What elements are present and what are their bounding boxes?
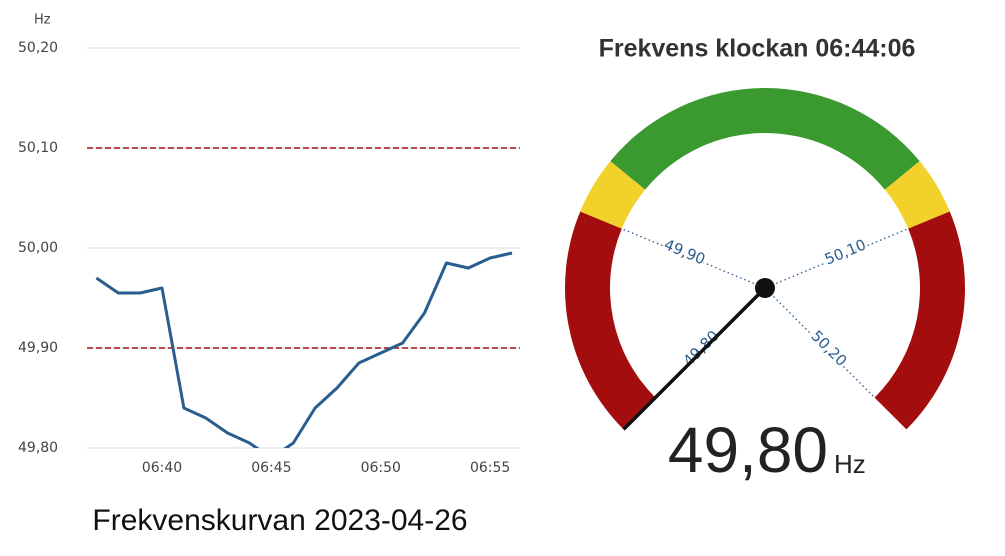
y-tick-label: 49,90 <box>18 340 58 356</box>
x-tick-label: 06:45 <box>251 460 291 476</box>
y-axis-label: Hz <box>34 13 51 28</box>
gauge-tick-line <box>621 228 755 285</box>
gauge-band <box>884 161 950 229</box>
gauge-needle <box>622 286 767 431</box>
y-tick-label: 49,80 <box>18 440 58 456</box>
caption: Frekvenskurvan 2023-04-26 <box>92 504 467 537</box>
gauge-value: 49,80 <box>668 414 828 486</box>
gauge-tick-line <box>773 296 876 399</box>
data-line <box>95 251 513 448</box>
gauge-tick-label: 50,20 <box>807 327 850 370</box>
gauge-band <box>874 211 965 430</box>
x-tick-label: 06:55 <box>470 460 510 476</box>
y-tick-label: 50,10 <box>18 140 58 156</box>
gauge-title: Frekvens klockan 06:44:06 <box>599 35 916 63</box>
gauge-band <box>610 87 920 190</box>
gauge-tick-label: 50,10 <box>822 235 869 268</box>
gauge-tick-label: 49,90 <box>661 235 708 268</box>
gauge-band <box>580 161 646 229</box>
gauge-unit: Hz <box>834 449 866 479</box>
gauge-band <box>565 211 656 430</box>
gauge-hub <box>755 278 775 298</box>
x-tick-label: 06:50 <box>361 460 401 476</box>
y-tick-label: 50,20 <box>18 40 58 56</box>
y-tick-label: 50,00 <box>18 240 58 256</box>
x-tick-label: 06:40 <box>142 460 182 476</box>
gauge-tick-line <box>775 228 909 285</box>
gauge-tick-label: 49,80 <box>679 327 722 370</box>
